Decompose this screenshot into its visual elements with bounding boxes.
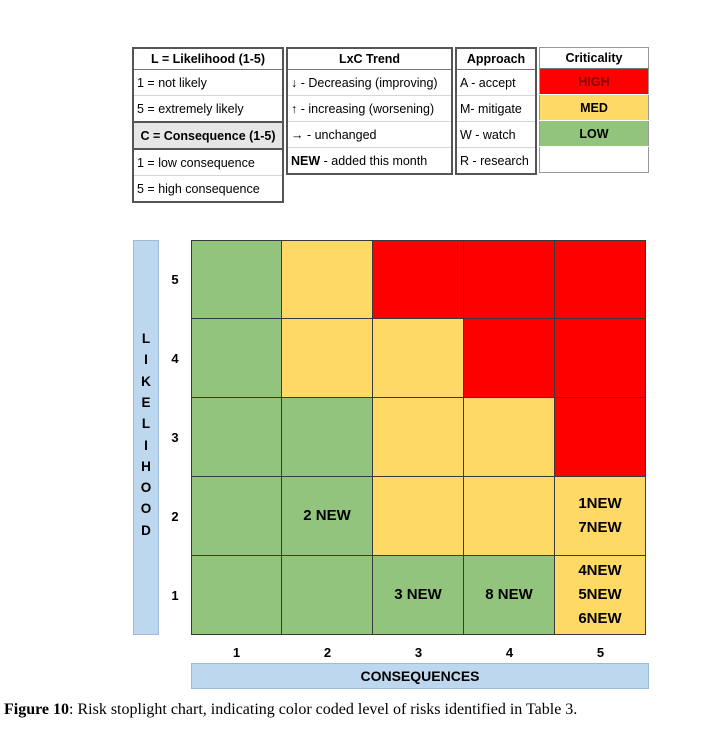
criticality-med: MED xyxy=(539,94,649,121)
y-axis-letter: I xyxy=(144,437,148,453)
risk-label: 4NEW xyxy=(578,562,622,579)
likelihood-legend-row: 1 = not likely xyxy=(133,69,283,96)
figure-caption-text: : Risk stoplight chart, indicating color… xyxy=(69,701,578,718)
trend-legend-row: NEW - added this month xyxy=(291,153,428,168)
risk-cell-L1-C2 xyxy=(282,556,373,635)
risk-label: 6NEW xyxy=(578,610,622,627)
risk-cell-L2-C3 xyxy=(373,477,464,556)
y-tick-label: 3 xyxy=(171,429,179,445)
approach-legend: Approach A - accept M- mitigate W - watc… xyxy=(455,47,537,175)
criticality-legend: Criticality HIGH MED LOW xyxy=(539,47,649,173)
risk-cell-L4-C3 xyxy=(373,319,464,398)
risk-matrix-grid: 2 NEW 1NEW 7NEW 3 NEW 8 NEW 4NEW 5NEW 6NEW xyxy=(191,240,648,635)
y-axis-letter: D xyxy=(141,522,151,538)
y-tick-label: 1 xyxy=(171,587,179,603)
x-tick-label: 5 xyxy=(596,645,605,660)
y-tick-label: 4 xyxy=(171,350,179,366)
criticality-legend-header: Criticality xyxy=(539,47,649,69)
likelihood-legend-row: 5 = extremely likely xyxy=(133,95,283,123)
risk-label: 8 NEW xyxy=(485,586,533,603)
y-axis-letter: K xyxy=(141,373,151,389)
y-axis-letter: I xyxy=(144,352,148,368)
risk-cell-L5-C1 xyxy=(191,240,282,319)
y-axis-letter: L xyxy=(141,331,151,346)
risk-cell-L5-C5 xyxy=(555,240,646,319)
risk-cell-L1-C3: 3 NEW xyxy=(373,556,464,635)
risk-cell-L1-C4: 8 NEW xyxy=(464,556,555,635)
risk-cell-L5-C3 xyxy=(373,240,464,319)
risk-label: 5NEW xyxy=(578,586,622,603)
risk-cell-L3-C2 xyxy=(282,398,373,477)
trend-legend: LxC Trend ↓ - Decreasing (improving) ↑ -… xyxy=(286,47,453,175)
x-tick-label: 3 xyxy=(414,645,423,660)
risk-cell-L4-C4 xyxy=(464,319,555,398)
y-axis-letter: E xyxy=(141,394,151,410)
approach-legend-row: R - research xyxy=(460,153,529,168)
likelihood-legend: L = Likelihood (1-5) 1 = not likely 5 = … xyxy=(132,47,284,203)
x-axis-label: CONSEQUENCES xyxy=(191,663,649,689)
consequence-legend-header: C = Consequence (1-5) xyxy=(133,121,283,150)
risk-cell-L3-C1 xyxy=(191,398,282,477)
x-tick-label: 1 xyxy=(232,645,241,660)
risk-cell-L2-C2: 2 NEW xyxy=(282,477,373,556)
risk-cell-L3-C4 xyxy=(464,398,555,477)
risk-cell-L2-C5: 1NEW 7NEW xyxy=(555,477,646,556)
figure-caption: Figure 10: Risk stoplight chart, indicat… xyxy=(4,701,724,719)
approach-legend-row: M- mitigate xyxy=(456,95,536,122)
y-axis-letter: O xyxy=(140,501,152,517)
risk-cell-L1-C1 xyxy=(191,556,282,635)
risk-cell-L1-C5: 4NEW 5NEW 6NEW xyxy=(555,556,646,635)
risk-label: 1NEW xyxy=(578,495,622,512)
criticality-low: LOW xyxy=(539,120,649,147)
risk-cell-L2-C4 xyxy=(464,477,555,556)
risk-cell-L4-C5 xyxy=(555,319,646,398)
likelihood-legend-header: L = Likelihood (1-5) xyxy=(133,48,283,70)
risk-label: 7NEW xyxy=(578,519,622,536)
risk-cell-L4-C1 xyxy=(191,319,282,398)
x-tick-label: 2 xyxy=(323,645,332,660)
figure-caption-label: Figure 10 xyxy=(4,701,70,718)
criticality-blank-row xyxy=(539,146,649,173)
y-axis-letter: L xyxy=(141,416,151,432)
y-axis-letter: O xyxy=(140,480,152,496)
approach-legend-row: W - watch xyxy=(456,121,536,148)
y-tick-label: 2 xyxy=(171,508,179,524)
consequence-legend-row: 5 = high consequence xyxy=(137,181,260,196)
approach-legend-row: A - accept xyxy=(456,69,536,96)
risk-cell-L3-C5 xyxy=(555,398,646,477)
y-tick-label: 5 xyxy=(171,271,179,287)
risk-cell-L5-C2 xyxy=(282,240,373,319)
risk-label: 2 NEW xyxy=(303,507,351,524)
x-tick-label: 4 xyxy=(505,645,514,660)
risk-cell-L3-C3 xyxy=(373,398,464,477)
criticality-high: HIGH xyxy=(539,68,649,95)
risk-cell-L4-C2 xyxy=(282,319,373,398)
risk-cell-L2-C1 xyxy=(191,477,282,556)
trend-legend-row: ↑ - increasing (worsening) xyxy=(287,95,452,122)
risk-cell-L5-C4 xyxy=(464,240,555,319)
consequence-legend-row: 1 = low consequence xyxy=(133,149,283,176)
trend-legend-row: → - unchanged xyxy=(287,121,452,148)
risk-label: 3 NEW xyxy=(394,586,442,603)
trend-legend-row: ↓ - Decreasing (improving) xyxy=(287,69,452,96)
trend-legend-header: LxC Trend xyxy=(287,48,452,70)
approach-legend-header: Approach xyxy=(456,48,536,70)
y-axis-letter: H xyxy=(141,458,151,474)
